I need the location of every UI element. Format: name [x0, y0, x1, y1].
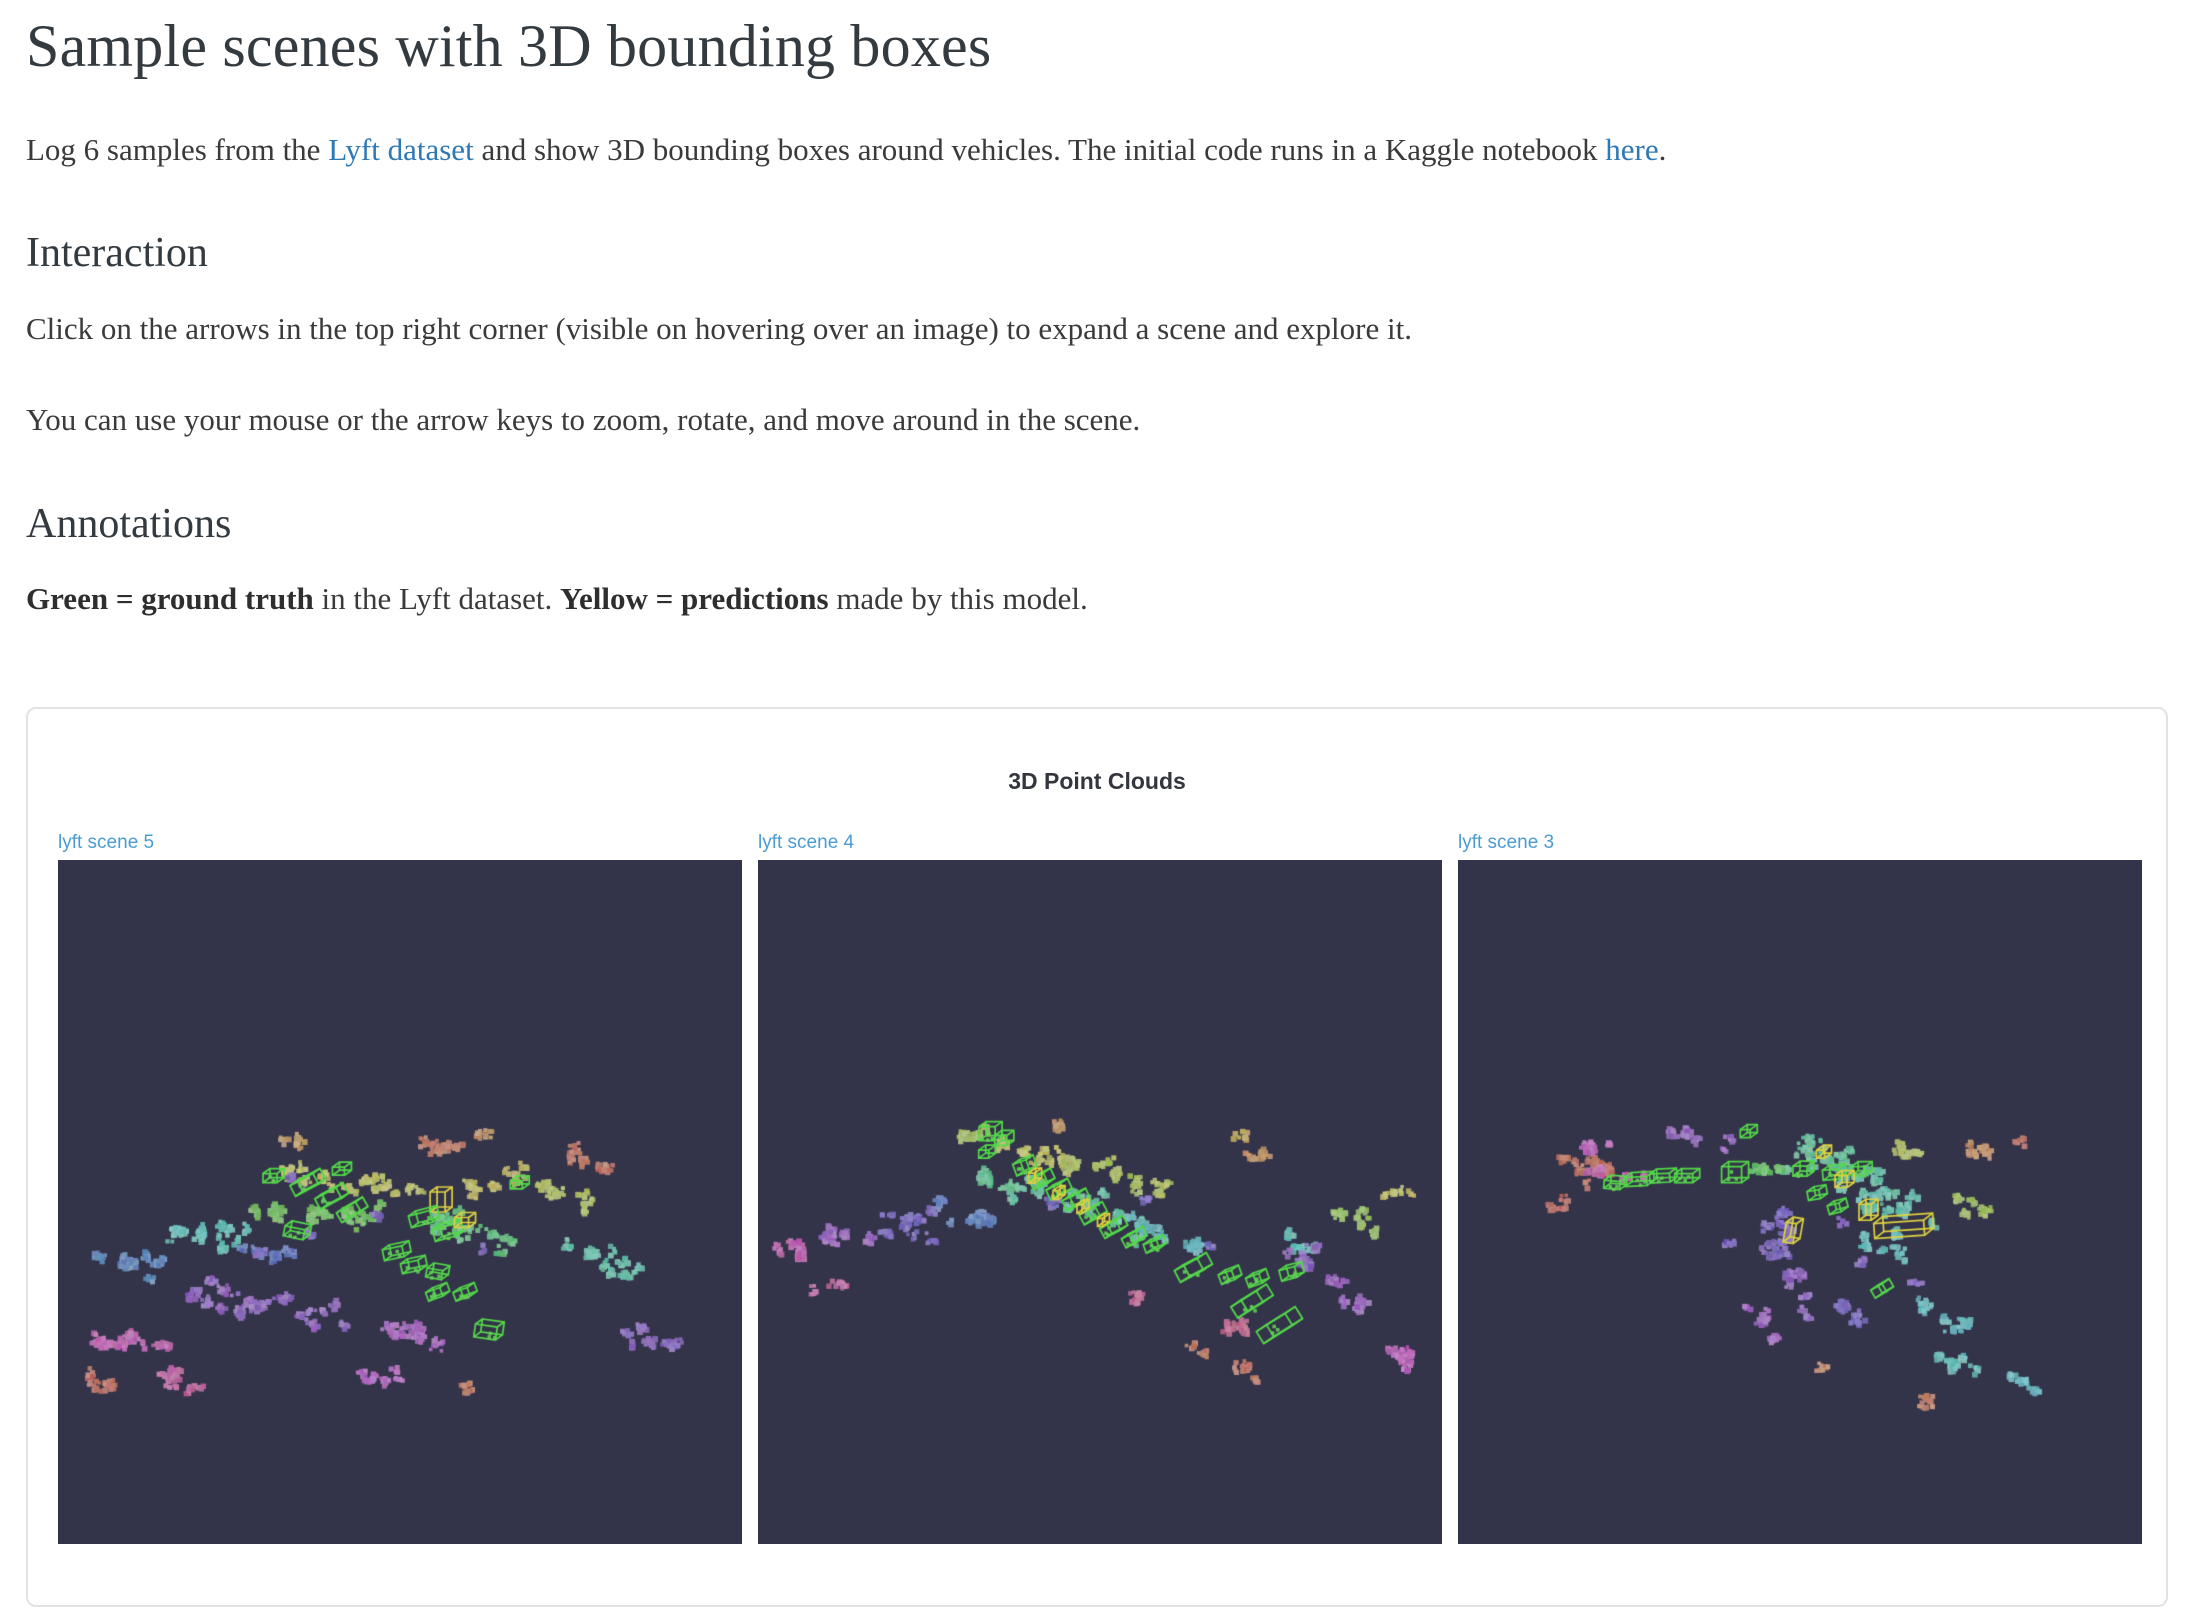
panel-title: 3D Point Clouds	[1008, 768, 1186, 795]
scene-figure-5: lyft scene 5	[58, 832, 742, 1544]
point-cloud-canvas[interactable]	[1458, 859, 2142, 1544]
annotations-heading: Annotations	[26, 501, 232, 548]
scene-label: lyft scene 5	[58, 831, 155, 853]
green-ground-truth-label: Green = ground truth	[26, 580, 314, 616]
scene-row: lyft scene 5 lyft scene 4 lyft scene 3	[58, 832, 2166, 1544]
scene-figure-3: lyft scene 3	[1458, 832, 2142, 1544]
interaction-paragraph-2: You can use your mouse or the arrow keys…	[26, 401, 1141, 437]
yellow-predictions-label: Yellow = predictions	[560, 580, 829, 616]
point-cloud-canvas[interactable]	[58, 859, 742, 1544]
interaction-paragraph-1: Click on the arrows in the top right cor…	[26, 311, 1412, 347]
scene-figure-4: lyft scene 4	[758, 832, 1442, 1544]
scene-label: lyft scene 3	[1458, 831, 1555, 853]
page-title: Sample scenes with 3D bounding boxes	[26, 13, 992, 79]
interaction-heading: Interaction	[26, 229, 208, 276]
intro-text-pre: Log 6 samples from the	[26, 132, 329, 167]
lyft-dataset-link[interactable]: Lyft dataset	[328, 132, 474, 167]
point-cloud-canvas[interactable]	[758, 859, 1442, 1544]
annotations-text-post: made by this model.	[828, 580, 1088, 616]
annotations-text-mid: in the Lyft dataset.	[313, 580, 561, 616]
intro-paragraph: Log 6 samples from the Lyft dataset and …	[26, 127, 2168, 174]
kaggle-notebook-link[interactable]: here	[1605, 132, 1659, 167]
annotations-paragraph: Green = ground truth in the Lyft dataset…	[26, 576, 2168, 623]
scene-label: lyft scene 4	[758, 831, 855, 853]
intro-text-mid: and show 3D bounding boxes around vehicl…	[473, 132, 1606, 167]
intro-text-post: .	[1658, 132, 1667, 167]
point-clouds-panel: 3D Point Clouds lyft scene 5 lyft scene …	[26, 707, 2168, 1607]
